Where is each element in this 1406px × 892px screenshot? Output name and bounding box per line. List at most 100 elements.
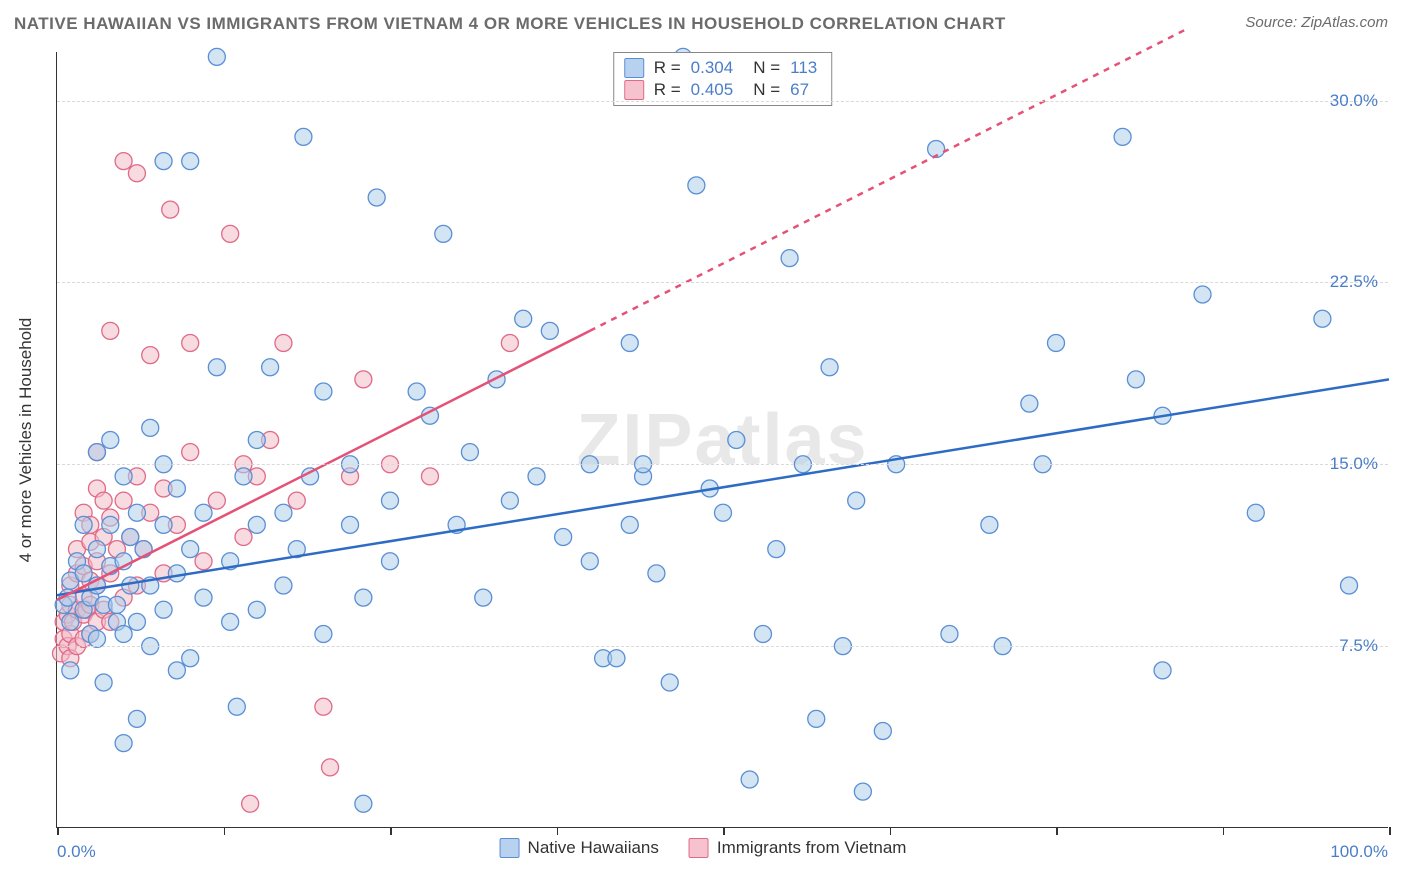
legend-swatch xyxy=(689,838,709,858)
scatter-point xyxy=(355,371,372,388)
scatter-point xyxy=(555,529,572,546)
scatter-point xyxy=(115,626,132,643)
scatter-point xyxy=(115,492,132,509)
scatter-point xyxy=(581,553,598,570)
scatter-point xyxy=(1021,395,1038,412)
n-value: 67 xyxy=(790,79,809,101)
scatter-point xyxy=(155,516,172,533)
scatter-point xyxy=(1127,371,1144,388)
scatter-point xyxy=(821,359,838,376)
scatter-point xyxy=(741,771,758,788)
scatter-point xyxy=(528,468,545,485)
scatter-point xyxy=(781,250,798,267)
scatter-point xyxy=(88,444,105,461)
scatter-point xyxy=(168,565,185,582)
scatter-point xyxy=(342,516,359,533)
scatter-point xyxy=(235,468,252,485)
scatter-point xyxy=(355,589,372,606)
scatter-point xyxy=(1114,128,1131,145)
scatter-point xyxy=(275,504,292,521)
trend-line-blue xyxy=(57,379,1389,595)
scatter-point xyxy=(122,529,139,546)
scatter-point xyxy=(461,444,478,461)
scatter-point xyxy=(208,492,225,509)
scatter-point xyxy=(541,322,558,339)
scatter-point xyxy=(75,565,92,582)
scatter-point xyxy=(501,492,518,509)
r-label: R = xyxy=(654,57,681,79)
scatter-point xyxy=(128,504,145,521)
y-tick-label: 30.0% xyxy=(1330,91,1378,111)
y-axis-title: 4 or more Vehicles in Household xyxy=(16,290,36,590)
scatter-point xyxy=(222,613,239,630)
x-tick xyxy=(1056,827,1058,835)
scatter-point xyxy=(728,432,745,449)
scatter-point xyxy=(195,589,212,606)
x-corner-left: 0.0% xyxy=(57,842,96,862)
scatter-point xyxy=(62,613,79,630)
scatter-point xyxy=(102,432,119,449)
legend-row: R =0.405N =67 xyxy=(624,79,818,101)
scatter-point xyxy=(515,310,532,327)
scatter-point xyxy=(295,128,312,145)
source-label: Source: xyxy=(1245,14,1297,31)
scatter-point xyxy=(382,492,399,509)
scatter-point xyxy=(288,492,305,509)
scatter-point xyxy=(182,650,199,667)
scatter-point xyxy=(128,613,145,630)
scatter-point xyxy=(421,468,438,485)
scatter-point xyxy=(168,480,185,497)
x-tick xyxy=(1223,827,1225,835)
scatter-point xyxy=(621,516,638,533)
scatter-point xyxy=(102,516,119,533)
legend-swatch xyxy=(624,80,644,100)
scatter-point xyxy=(854,783,871,800)
scatter-point xyxy=(874,723,891,740)
x-tick xyxy=(224,827,226,835)
scatter-point xyxy=(262,359,279,376)
scatter-point xyxy=(75,516,92,533)
scatter-point xyxy=(981,516,998,533)
x-tick xyxy=(723,827,725,835)
source-value: ZipAtlas.com xyxy=(1301,14,1388,31)
scatter-point xyxy=(182,153,199,170)
scatter-point xyxy=(248,432,265,449)
x-corner-right: 100.0% xyxy=(1330,842,1388,862)
r-value: 0.405 xyxy=(691,79,734,101)
scatter-point xyxy=(1154,662,1171,679)
scatter-point xyxy=(95,492,112,509)
scatter-point xyxy=(155,153,172,170)
scatter-point xyxy=(182,444,199,461)
legend-label: Native Hawaiians xyxy=(528,838,659,858)
scatter-point xyxy=(808,710,825,727)
scatter-point xyxy=(315,383,332,400)
x-tick xyxy=(390,827,392,835)
scatter-point xyxy=(1194,286,1211,303)
scatter-point xyxy=(435,225,452,242)
scatter-point xyxy=(142,347,159,364)
scatter-point xyxy=(1341,577,1358,594)
scatter-point xyxy=(355,795,372,812)
legend-item: Immigrants from Vietnam xyxy=(689,838,907,858)
scatter-point xyxy=(88,630,105,647)
y-tick-label: 15.0% xyxy=(1330,454,1378,474)
scatter-point xyxy=(102,322,119,339)
legend-swatch xyxy=(624,58,644,78)
gridline xyxy=(57,282,1388,283)
scatter-point xyxy=(128,710,145,727)
scatter-point xyxy=(195,553,212,570)
gridline xyxy=(57,464,1388,465)
scatter-point xyxy=(941,626,958,643)
scatter-point xyxy=(62,662,79,679)
chart-title: NATIVE HAWAIIAN VS IMMIGRANTS FROM VIETN… xyxy=(14,14,1006,34)
scatter-point xyxy=(315,698,332,715)
scatter-point xyxy=(208,48,225,65)
scatter-point xyxy=(275,577,292,594)
scatter-point xyxy=(315,626,332,643)
trend-line-pink-solid xyxy=(57,331,590,600)
scatter-point xyxy=(1048,335,1065,352)
scatter-point xyxy=(242,795,259,812)
chart-svg xyxy=(57,52,1389,828)
scatter-point xyxy=(248,601,265,618)
scatter-point xyxy=(155,601,172,618)
